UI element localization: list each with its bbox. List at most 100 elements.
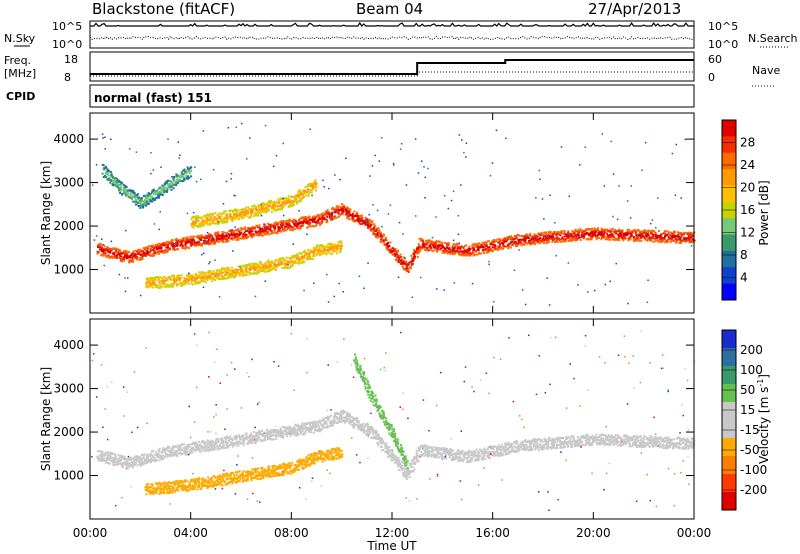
data-cell: [383, 243, 386, 246]
data-cell: [261, 230, 264, 233]
data-cell: [529, 234, 532, 237]
data-cell: [157, 453, 160, 456]
data-cell: [306, 190, 309, 193]
data-cell: [116, 183, 119, 186]
data-cell: [305, 218, 308, 221]
data-cell: [656, 236, 659, 239]
data-cell: [443, 246, 445, 249]
data-cell: [188, 172, 191, 175]
data-cell: [167, 249, 170, 252]
data-cell: [129, 192, 132, 195]
data-cell: [227, 271, 230, 274]
data-cell: [446, 252, 449, 255]
data-cell: [331, 208, 334, 211]
data-cell: [193, 277, 196, 280]
data-cell: [142, 252, 145, 255]
data-cell: [606, 237, 609, 240]
data-cell: [630, 235, 633, 238]
data-cell: [227, 267, 230, 269]
data-cell: [182, 179, 185, 182]
data-cell: [133, 254, 136, 257]
data-cell: [289, 226, 292, 229]
data-cell: [284, 198, 287, 201]
data-cell: [128, 464, 131, 467]
data-cell: [460, 253, 463, 256]
data-cell: [139, 456, 142, 459]
data-cell: [563, 235, 566, 238]
data-cell: [300, 258, 303, 261]
data-cell: [167, 449, 170, 452]
scatter-cell: [411, 296, 414, 298]
data-cell: [296, 261, 298, 264]
data-cell: [123, 256, 125, 259]
data-cell: [303, 196, 306, 198]
data-cell: [117, 248, 120, 251]
data-cell: [367, 226, 369, 229]
data-cell: [265, 202, 268, 205]
data-cell: [119, 181, 122, 184]
data-cell: [175, 175, 178, 178]
data-cell: [451, 253, 454, 255]
data-cell: [214, 234, 217, 237]
data-cell: [346, 209, 348, 212]
data-cell: [249, 266, 252, 269]
data-cell: [146, 252, 149, 255]
data-cell: [299, 221, 302, 223]
data-cell: [106, 457, 109, 459]
scatter-cell: [435, 216, 437, 218]
cpid-label: CPID: [6, 90, 35, 103]
data-cell: [266, 227, 269, 230]
data-cell: [444, 248, 447, 251]
data-cell: [593, 227, 596, 230]
data-cell: [186, 236, 188, 239]
data-cell: [191, 239, 193, 242]
data-cell: [380, 238, 382, 241]
data-cell: [317, 218, 320, 221]
data-cell: [466, 251, 469, 253]
data-cell: [218, 272, 221, 275]
data-cell: [656, 234, 659, 237]
data-cell: [194, 444, 197, 447]
scatter-cell: [200, 178, 202, 181]
data-cell: [157, 187, 160, 190]
data-cell: [610, 233, 613, 236]
data-cell: [187, 446, 190, 449]
data-cell: [100, 456, 103, 459]
data-cell: [108, 179, 111, 182]
data-cell: [144, 248, 147, 251]
freq-unit: [MHz]: [4, 67, 36, 80]
data-cell: [195, 235, 198, 238]
data-cell: [217, 222, 220, 225]
data-cell: [158, 277, 160, 280]
data-cell: [175, 276, 178, 279]
data-cell: [154, 243, 157, 246]
data-cell: [173, 453, 176, 456]
data-cell: [287, 226, 290, 229]
scatter-cell: [397, 276, 400, 278]
data-cell: [604, 228, 606, 231]
data-cell: [173, 247, 175, 250]
data-cell: [163, 281, 166, 284]
data-cell: [441, 250, 444, 253]
data-cell: [182, 169, 185, 172]
data-cell: [666, 234, 669, 236]
data-cell: [518, 240, 521, 243]
data-cell: [202, 275, 204, 278]
data-cell: [231, 209, 234, 212]
data-cell: [204, 276, 207, 279]
data-cell: [105, 461, 108, 464]
data-cell: [312, 187, 315, 190]
data-cell: [498, 246, 501, 248]
data-cell: [167, 284, 170, 287]
data-cell: [234, 274, 237, 277]
data-cell: [416, 252, 419, 255]
data-cell: [346, 206, 349, 209]
data-cell: [643, 232, 646, 234]
data-cell: [122, 458, 125, 461]
data-cell: [187, 168, 190, 171]
data-cell: [202, 279, 205, 282]
data-cell: [192, 226, 195, 229]
data-cell: [520, 244, 523, 247]
data-cell: [140, 457, 143, 460]
data-cell: [544, 239, 547, 241]
